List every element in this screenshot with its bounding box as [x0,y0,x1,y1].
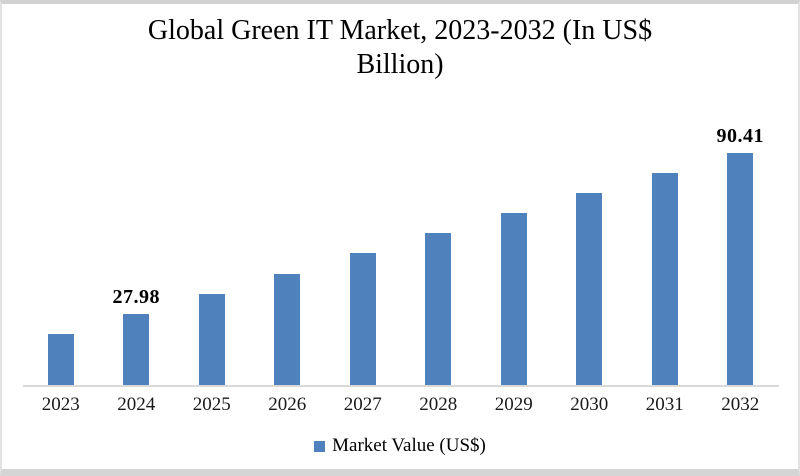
x-axis-label-2026: 2026 [268,394,307,415]
x-axis-line [23,385,779,387]
page-title: Global Green IT Market, 2023-2032 (In US… [2,14,798,82]
legend: Market Value (US$) [2,435,798,457]
legend-color-swatch-icon [314,440,326,452]
x-axis-labels: 2023 2024 2025 2026 2027 2028 2029 2030 2031 2032 [23,394,778,418]
bar-2030 [576,193,603,386]
data-label-2024: 27.98 [112,285,160,308]
bar-2026 [274,273,301,386]
chart-title-line-2: Billion) [356,49,444,80]
bar-2027 [349,253,376,386]
bar-2032 [727,152,754,386]
x-axis-label-2025: 2025 [192,394,231,415]
x-axis-label-2029: 2029 [494,394,533,415]
plot-area: 27.98 90.41 [23,125,778,386]
x-axis-label-2031: 2031 [645,394,684,415]
x-axis-label-2030: 2030 [570,394,609,415]
x-axis-label-2028: 2028 [419,394,458,415]
bar-2031 [651,172,678,386]
bar-2024 [123,313,150,386]
bar-2025 [198,293,225,386]
chart-title-line-1: Global Green IT Market, 2023-2032 (In US… [147,15,653,46]
x-axis-label-2032: 2032 [721,394,760,415]
legend-label: Market Value (US$) [332,435,486,456]
x-axis-label-2024: 2024 [117,394,156,415]
x-axis-label-2023: 2023 [41,394,80,415]
x-axis-label-2027: 2027 [343,394,382,415]
data-label-2032: 90.41 [716,124,764,147]
bar-2029 [500,213,527,386]
bar-2028 [425,233,452,386]
bar-2023 [47,333,74,386]
